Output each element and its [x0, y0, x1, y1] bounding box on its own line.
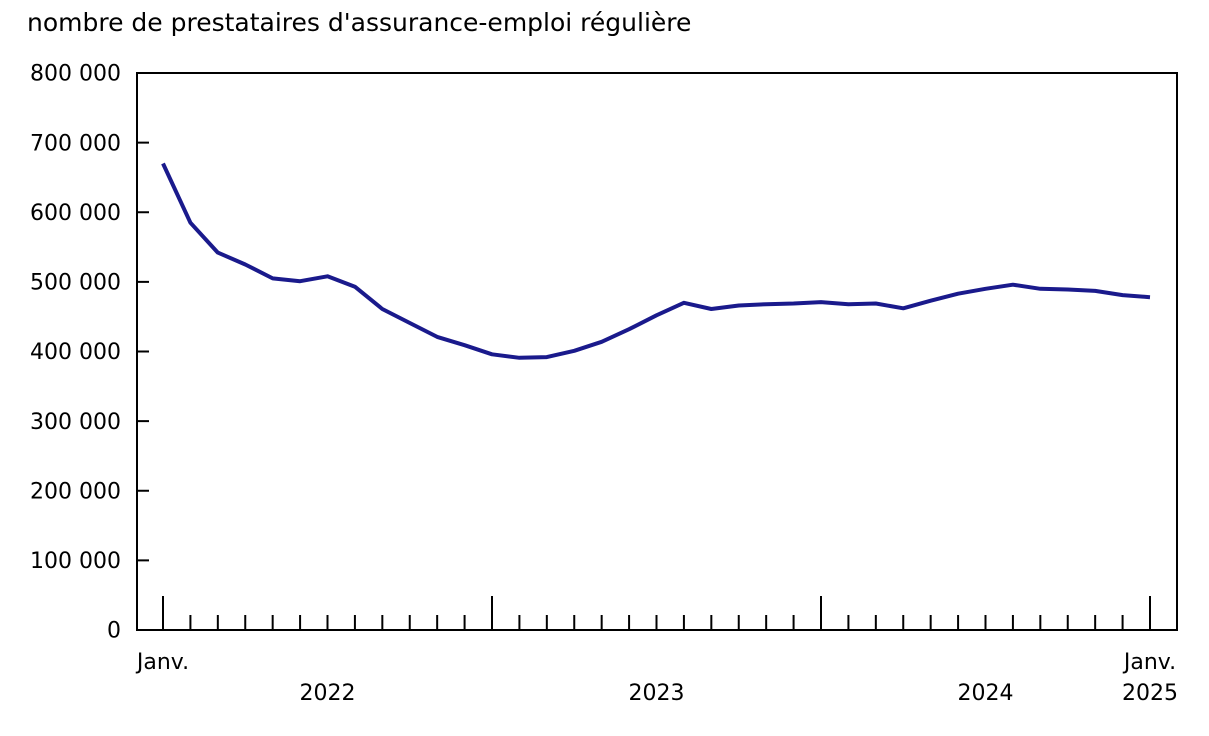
first-month-label: Janv. [135, 650, 189, 675]
chart-title: nombre de prestataires d'assurance-emplo… [27, 8, 692, 37]
y-tick-label: 0 [107, 619, 121, 644]
y-tick-label: 600 000 [30, 201, 121, 226]
year-label: 2023 [629, 681, 685, 706]
year-label: 2022 [300, 681, 356, 706]
y-tick-label: 200 000 [30, 479, 121, 504]
year-label: 2025 [1122, 681, 1178, 706]
y-tick-label: 300 000 [30, 410, 121, 435]
data-line [161, 162, 1151, 360]
last-month-label: Janv. [1122, 650, 1176, 675]
x-axis [162, 596, 1151, 630]
year-label: 2024 [958, 681, 1014, 706]
y-tick-label: 100 000 [30, 549, 121, 574]
y-tick-label: 500 000 [30, 271, 121, 296]
x-axis-labels: Janv. Janv. 2022 2023 2024 2025 [135, 650, 1178, 706]
y-tick-label: 700 000 [30, 131, 121, 156]
y-tick-label: 800 000 [30, 62, 121, 87]
y-tick-label: 400 000 [30, 340, 121, 365]
y-axis: 0 100 000 200 000 300 000 400 000 500 000 600 … [30, 62, 149, 644]
plot-border [136, 72, 1178, 631]
